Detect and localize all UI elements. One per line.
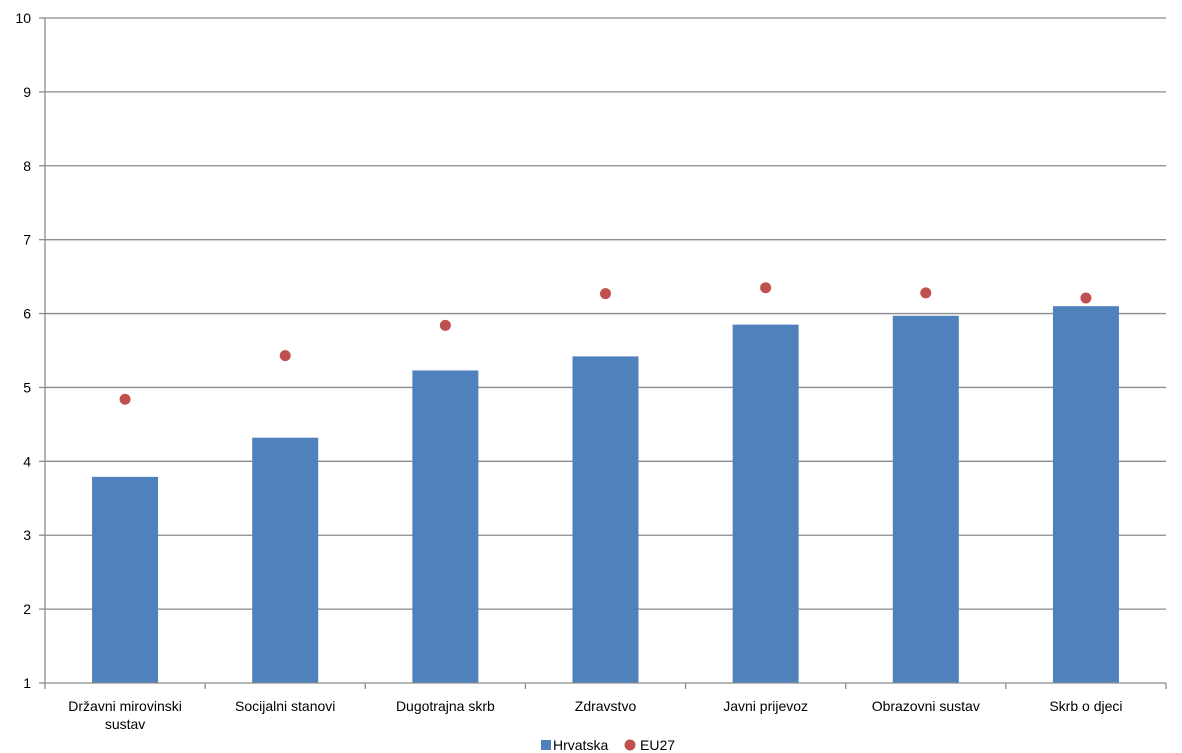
axes: [39, 17, 1167, 689]
y-tick-label: 7: [23, 232, 31, 248]
point-eu27: [439, 319, 451, 331]
points-eu27: [119, 282, 1092, 405]
legend-swatch-hrvatska: [541, 740, 551, 750]
legend-swatch-eu27: [624, 739, 636, 751]
x-category-label: sustav: [105, 716, 145, 732]
legend-label-hrvatska: Hrvatska: [553, 737, 608, 753]
bar-hrvatska: [252, 437, 319, 683]
y-tick-label: 1: [23, 675, 31, 691]
x-category-label: Državni mirovinski: [68, 698, 182, 714]
x-category-label: Skrb o djeci: [1049, 698, 1122, 714]
point-eu27: [920, 287, 932, 299]
x-category-label: Dugotrajna skrb: [396, 698, 495, 714]
x-category-label: Zdravstvo: [575, 698, 637, 714]
bar-hrvatska: [412, 370, 479, 683]
y-tick-label: 3: [23, 527, 31, 543]
bars-hrvatska: [92, 306, 1119, 683]
point-eu27: [1080, 292, 1092, 304]
y-tick-label: 6: [23, 306, 31, 322]
point-eu27: [279, 350, 291, 362]
bar-hrvatska: [892, 315, 959, 683]
gridlines: [45, 17, 1166, 610]
x-category-label: Socijalni stanovi: [235, 698, 335, 714]
point-eu27: [119, 393, 131, 405]
y-tick-label: 9: [23, 84, 31, 100]
y-tick-labels: 1 2 3 4 5 6 7 8 9 10: [15, 10, 31, 691]
y-tick-label: 8: [23, 158, 31, 174]
y-tick-label: 5: [23, 379, 31, 395]
bar-hrvatska: [572, 356, 639, 683]
bar-hrvatska: [1052, 306, 1119, 683]
point-eu27: [600, 288, 611, 300]
x-category-labels: Državni mirovinski sustav Socijalni stanov…: [68, 698, 1122, 732]
legend-label-eu27: EU27: [640, 737, 675, 753]
legend: Hrvatska EU27: [541, 737, 675, 753]
y-tick-label: 2: [23, 601, 31, 617]
point-eu27: [760, 282, 772, 294]
x-category-label: Javni prijevoz: [723, 698, 808, 714]
x-category-label: Obrazovni sustav: [872, 698, 980, 714]
bar-hrvatska: [92, 476, 159, 683]
bar-hrvatska: [732, 324, 799, 683]
y-tick-label: 10: [15, 10, 31, 26]
y-tick-label: 4: [23, 453, 31, 469]
